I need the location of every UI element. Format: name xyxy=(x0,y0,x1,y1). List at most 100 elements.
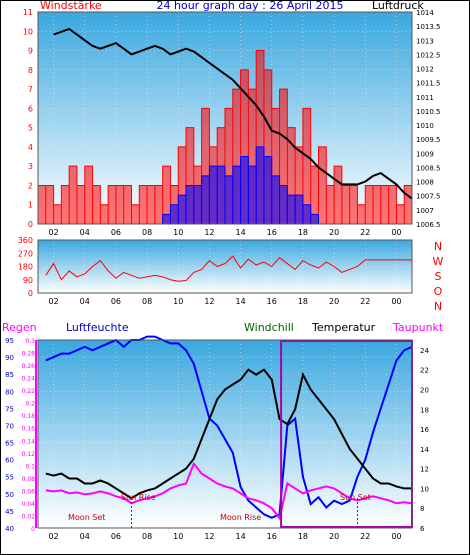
moon-rise-label: Moon Rise xyxy=(220,513,261,522)
x-tick-label: 04 xyxy=(80,228,90,237)
x-tick-label: 22 xyxy=(360,532,370,541)
pressure-tick-label: 1008.5 xyxy=(416,164,441,172)
rain-tick-label: 0.22 xyxy=(22,388,36,395)
x-tick-label: 18 xyxy=(298,297,308,306)
temperatur-label: Temperatur xyxy=(311,321,376,334)
wind-tick-label: 6 xyxy=(28,104,33,113)
header-left-label: Windstärke xyxy=(40,0,102,12)
humidity-tick-label: 70 xyxy=(5,422,14,430)
wind-direction-line xyxy=(45,255,412,282)
rain-tick-label: 0.3 xyxy=(25,338,35,345)
compass-letter: N xyxy=(434,240,442,253)
x-tick-label: 02 xyxy=(48,297,58,306)
x-tick-label: 22 xyxy=(360,228,370,237)
direction-tick-label: 90 xyxy=(23,276,33,285)
humidity-tick-label: 40 xyxy=(5,525,14,533)
humidity-tick-label: 60 xyxy=(5,457,14,465)
x-tick-label: 20 xyxy=(329,228,339,237)
wind-tick-label: 3 xyxy=(28,162,33,171)
wind-tick-label: 5 xyxy=(28,124,33,133)
humidity-tick-label: 85 xyxy=(5,371,14,379)
sun-rise-label: Sun Rise xyxy=(121,493,156,502)
luftfeuchte-label: Luftfeuchte xyxy=(66,321,129,334)
humidity-tick-label: 75 xyxy=(5,405,14,413)
direction-tick-label: 0 xyxy=(28,289,33,298)
x-tick-label: 10 xyxy=(173,532,183,541)
x-tick-label: 08 xyxy=(142,228,152,237)
x-tick-label: 00 xyxy=(391,532,401,541)
pressure-tick-label: 1010 xyxy=(416,122,434,130)
rain-tick-label: 0.26 xyxy=(22,363,36,370)
x-tick-label: 20 xyxy=(329,532,339,541)
pressure-tick-label: 1006.5 xyxy=(416,221,441,229)
rain-tick-label: 0.24 xyxy=(22,376,36,383)
wind-gust-line xyxy=(162,146,319,224)
pressure-line xyxy=(53,27,413,200)
rain-tick-label: 0.1 xyxy=(25,463,35,470)
direction-tick-label: 180 xyxy=(18,263,33,272)
chart-marks: 012345678910111006.510071007.510081008.5… xyxy=(5,8,440,541)
temperature-tick-label: 22 xyxy=(420,367,429,375)
pressure-tick-label: 1009.5 xyxy=(416,136,441,144)
x-tick-label: 00 xyxy=(391,297,401,306)
x-tick-label: 14 xyxy=(235,228,245,237)
pressure-tick-label: 1011.5 xyxy=(416,80,441,88)
dewpoint-line xyxy=(45,461,413,521)
x-tick-label: 20 xyxy=(329,297,339,306)
temperature-line xyxy=(45,368,412,500)
moon-set-label: Moon Set xyxy=(68,513,105,522)
humidity-tick-label: 90 xyxy=(5,354,14,362)
compass-letter: S xyxy=(435,270,442,283)
x-tick-label: 10 xyxy=(173,297,183,306)
x-tick-label: 02 xyxy=(48,228,58,237)
compass-letter: N xyxy=(434,300,442,313)
temperature-tick-label: 24 xyxy=(420,347,429,355)
temperature-tick-label: 6 xyxy=(420,525,425,533)
rain-tick-label: 0.02 xyxy=(22,513,36,520)
wind-speed-line xyxy=(37,50,413,224)
rain-tick-label: 0.28 xyxy=(22,351,36,358)
direction-tick-label: 360 xyxy=(18,236,33,245)
wind-tick-label: 8 xyxy=(28,66,33,75)
sun-set-label: Sun Set xyxy=(340,493,371,502)
temp-panel-bg xyxy=(38,340,412,528)
panel-border xyxy=(37,239,413,294)
wind-tick-label: 10 xyxy=(23,27,33,36)
direction-panel-bg xyxy=(38,240,412,293)
compass-letter: W xyxy=(433,255,444,268)
x-tick-label: 12 xyxy=(204,228,214,237)
pressure-tick-label: 1014 xyxy=(416,9,434,17)
temperature-tick-label: 8 xyxy=(420,505,424,513)
x-tick-label: 22 xyxy=(360,297,370,306)
humidity-tick-label: 50 xyxy=(5,491,14,499)
pressure-tick-label: 1007.5 xyxy=(416,193,441,201)
x-tick-label: 16 xyxy=(267,532,277,541)
wind-tick-label: 11 xyxy=(23,8,33,17)
x-tick-label: 08 xyxy=(142,532,152,541)
temperature-tick-label: 18 xyxy=(420,406,429,414)
rain-tick-label: 0.16 xyxy=(22,426,36,433)
humidity-tick-label: 95 xyxy=(5,337,14,345)
pressure-tick-label: 1012 xyxy=(416,66,434,74)
temperature-tick-label: 20 xyxy=(420,386,429,394)
rain-tick-label: 0.04 xyxy=(22,501,36,508)
x-tick-label: 04 xyxy=(80,532,90,541)
taupunkt-label: Taupunkt xyxy=(392,321,444,334)
wind-tick-label: 4 xyxy=(28,143,33,152)
pressure-tick-label: 1007 xyxy=(416,207,434,215)
x-tick-label: 02 xyxy=(48,532,58,541)
x-tick-label: 12 xyxy=(204,297,214,306)
panel-border xyxy=(37,339,413,529)
pressure-tick-label: 1013 xyxy=(416,37,434,45)
x-tick-label: 06 xyxy=(111,532,121,541)
x-tick-label: 18 xyxy=(298,532,308,541)
humidity-tick-label: 80 xyxy=(5,388,14,396)
x-tick-label: 08 xyxy=(142,297,152,306)
wind-tick-label: 7 xyxy=(28,85,33,94)
regen-label: Regen xyxy=(2,321,37,334)
pressure-tick-label: 1008 xyxy=(416,179,434,187)
x-tick-label: 04 xyxy=(80,297,90,306)
x-tick-label: 14 xyxy=(235,532,245,541)
temperature-tick-label: 12 xyxy=(420,466,429,474)
